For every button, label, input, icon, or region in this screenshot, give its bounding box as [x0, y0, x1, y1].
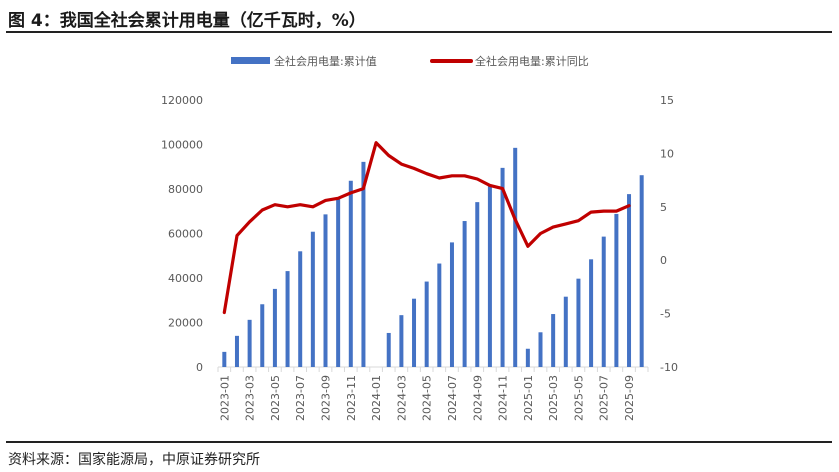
x-tick-label: 2025-07 [598, 375, 611, 421]
legend-bar-swatch [231, 57, 270, 64]
bar-mark [336, 197, 341, 367]
bar-series [222, 147, 644, 367]
x-tick-label: 2024-01 [370, 375, 383, 421]
x-tick-label: 2023-09 [320, 375, 333, 421]
bar-mark [487, 184, 492, 367]
bar-mark [399, 315, 404, 367]
bar-mark [576, 278, 581, 367]
bar-mark [475, 202, 480, 367]
bar-mark [310, 231, 315, 367]
bar-mark [627, 194, 632, 367]
bar-mark [601, 236, 606, 367]
line-series [222, 141, 631, 315]
x-tick-label: 2024-03 [395, 375, 408, 421]
bar-mark [449, 242, 454, 367]
x-tick-label: 2024-11 [497, 375, 510, 421]
bar-mark [361, 161, 366, 367]
x-tick-label: 2023-11 [345, 375, 358, 421]
legend: 全社会用电量:累计值 全社会用电量:累计同比 [231, 54, 589, 68]
bar-mark [513, 147, 518, 367]
legend-bar-label: 全社会用电量:累计值 [274, 54, 377, 68]
y-right-tick-label: 15 [660, 94, 674, 107]
bar-mark [247, 319, 252, 367]
legend-line-label: 全社会用电量:累计同比 [475, 54, 589, 68]
x-tick-label: 2025-09 [623, 375, 636, 421]
x-tick-label: 2025-03 [547, 375, 560, 421]
bar-mark [589, 259, 594, 367]
bar-mark [614, 213, 619, 367]
bar-mark [462, 221, 467, 367]
yoy-line [222, 141, 631, 315]
x-tick-label: 2024-07 [446, 375, 459, 421]
bar-mark [563, 296, 568, 367]
y-left-tick-label: 80000 [168, 183, 203, 196]
y-left-tick-label: 0 [196, 361, 203, 374]
bar-mark [285, 271, 290, 367]
bar-mark [639, 175, 644, 367]
bar-mark [412, 298, 417, 367]
y-left-tick-label: 60000 [168, 228, 203, 241]
x-tick-label: 2023-07 [294, 375, 307, 421]
bar-mark [234, 335, 239, 367]
bar-mark [424, 281, 429, 367]
tick-labels: 0 20000 40000 60000 80000 100000 120000 -10 -5 0 5… [161, 94, 678, 421]
bar-mark [348, 180, 353, 367]
bar-mark [525, 348, 530, 367]
bar-mark [222, 351, 227, 367]
bar-mark [323, 214, 328, 367]
x-tick-label: 2023-03 [244, 375, 257, 421]
source-note: 资料来源：国家能源局，中原证券研究所 [8, 452, 260, 468]
y-right-tick-label: -5 [660, 308, 671, 321]
bar-mark [260, 304, 265, 367]
bar-mark [551, 314, 556, 367]
y-left-tick-label: 40000 [168, 272, 203, 285]
x-tick-label: 2023-01 [218, 375, 231, 421]
bar-mark [437, 263, 442, 367]
figure-title: 图 4：我国全社会累计用电量（亿千瓦时，%） [8, 11, 366, 31]
x-tick-label: 2023-05 [269, 375, 282, 421]
top-rule [6, 31, 832, 33]
axes [217, 366, 649, 372]
bar-mark [272, 288, 277, 367]
x-tick-label: 2024-05 [421, 375, 434, 421]
bar-mark [538, 332, 543, 367]
bar-mark [500, 167, 505, 367]
y-left-tick-label: 120000 [161, 94, 203, 107]
y-left-tick-label: 20000 [168, 317, 203, 330]
bottom-rule [6, 441, 832, 443]
y-right-tick-label: 10 [660, 147, 674, 160]
x-tick-label: 2024-09 [471, 375, 484, 421]
bar-mark [386, 332, 391, 367]
x-tick-label: 2025-01 [522, 375, 535, 421]
y-left-tick-label: 100000 [161, 139, 203, 152]
x-tick-label: 2025-05 [572, 375, 585, 421]
y-right-tick-label: -10 [660, 361, 678, 374]
y-right-tick-label: 0 [660, 254, 667, 267]
y-right-tick-label: 5 [660, 201, 667, 214]
bar-mark [298, 251, 303, 367]
